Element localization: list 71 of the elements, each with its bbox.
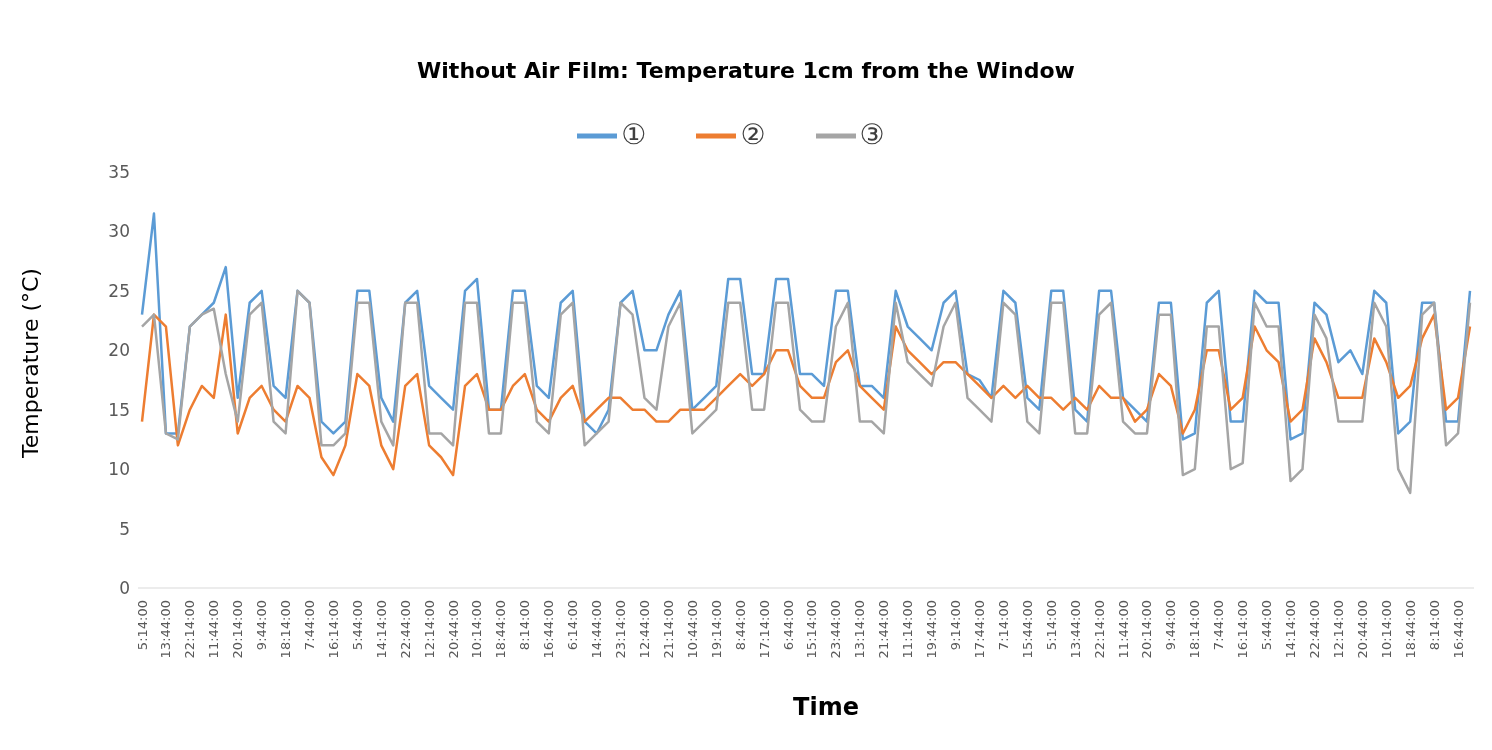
x-tick-label: 11:14:00 [900, 600, 916, 659]
x-tick-label: 19:14:00 [708, 600, 724, 659]
x-tick-label: 11:44:00 [1115, 600, 1131, 659]
x-tick-label: 22:14:00 [182, 600, 198, 659]
x-tick-label: 11:44:00 [206, 600, 222, 659]
x-tick-label: 20:14:00 [1139, 600, 1155, 659]
x-tick-label: 10:44:00 [684, 600, 700, 659]
x-tick-label: 8:14:00 [1426, 600, 1442, 651]
x-tick-label: 18:44:00 [1402, 600, 1418, 659]
x-tick-label: 22:14:00 [1091, 600, 1107, 659]
x-tick-label: 16:44:00 [1450, 600, 1466, 659]
legend-label: ① [621, 118, 647, 151]
x-tick-label: 18:44:00 [493, 600, 509, 659]
x-tick-label: 9:44:00 [254, 600, 270, 651]
y-tick-label: 5 [119, 518, 130, 539]
x-tick-label: 5:14:00 [134, 600, 150, 651]
x-tick-label: 5:44:00 [1259, 600, 1275, 651]
x-axis-title: Time [792, 693, 860, 721]
x-tick-label: 6:44:00 [780, 600, 796, 651]
x-tick-label: 13:14:00 [852, 600, 868, 659]
x-tick-label: 9:44:00 [1163, 600, 1179, 651]
x-tick-label: 20:44:00 [1354, 600, 1370, 659]
x-tick-label: 12:44:00 [636, 600, 652, 659]
y-tick-label: 30 [108, 221, 130, 242]
x-tick-label: 9:14:00 [948, 600, 964, 651]
x-tick-label: 5:44:00 [349, 600, 365, 651]
x-tick-label: 8:44:00 [732, 600, 748, 651]
x-tick-label: 19:44:00 [924, 600, 940, 659]
x-tick-label: 14:44:00 [589, 600, 605, 659]
x-tick-label: 14:14:00 [373, 600, 389, 659]
x-tick-label: 15:44:00 [1019, 600, 1035, 659]
x-tick-label: 12:14:00 [421, 600, 437, 659]
x-tick-label: 7:14:00 [995, 600, 1011, 651]
x-tick-label: 13:44:00 [1067, 600, 1083, 659]
y-tick-label: 10 [108, 459, 130, 480]
legend-label: ② [740, 118, 766, 151]
x-tick-label: 16:14:00 [1235, 600, 1251, 659]
x-tick-label: 5:14:00 [1043, 600, 1059, 651]
x-tick-label: 21:44:00 [876, 600, 892, 659]
x-tick-label: 23:44:00 [828, 600, 844, 659]
x-tick-label: 21:14:00 [660, 600, 676, 659]
x-tick-label: 15:14:00 [804, 600, 820, 659]
x-tick-label: 13:44:00 [158, 600, 174, 659]
y-tick-label: 25 [108, 280, 130, 301]
x-tick-label: 17:14:00 [756, 600, 772, 659]
x-tick-label: 10:14:00 [1378, 600, 1394, 659]
x-tick-label: 7:44:00 [302, 600, 317, 651]
y-axis-title: Temperature (°C) [17, 268, 43, 458]
legend-label: ③ [859, 118, 885, 151]
x-tick-label: 7:44:00 [1211, 600, 1227, 651]
y-tick-label: 35 [108, 162, 130, 183]
line-series [140, 289, 1472, 495]
x-tick-label: 12:14:00 [1330, 600, 1346, 659]
y-tick-label: 15 [108, 399, 130, 420]
x-tick-label: 16:44:00 [541, 600, 557, 659]
x-tick-label: 18:14:00 [278, 600, 294, 659]
x-tick-label: 6:14:00 [565, 600, 581, 651]
x-tick-label: 10:14:00 [469, 600, 485, 659]
x-tick-label: 14:14:00 [1283, 600, 1299, 659]
x-tick-label: 17:44:00 [971, 600, 987, 659]
x-tick-label: 18:14:00 [1187, 600, 1203, 659]
x-tick-label: 22:44:00 [397, 600, 413, 659]
x-tick-label: 8:14:00 [517, 600, 533, 651]
x-tick-label: 16:14:00 [325, 600, 341, 659]
chart-title: Without Air Film: Temperature 1cm from the Window [416, 58, 1076, 83]
x-tick-label: 20:44:00 [445, 600, 461, 659]
x-tick-label: 20:14:00 [230, 600, 246, 659]
x-tick-label: 22:44:00 [1306, 600, 1322, 659]
y-tick-label: 20 [108, 340, 130, 361]
y-tick-label: 0 [119, 578, 130, 599]
x-tick-label: 23:14:00 [613, 600, 629, 659]
